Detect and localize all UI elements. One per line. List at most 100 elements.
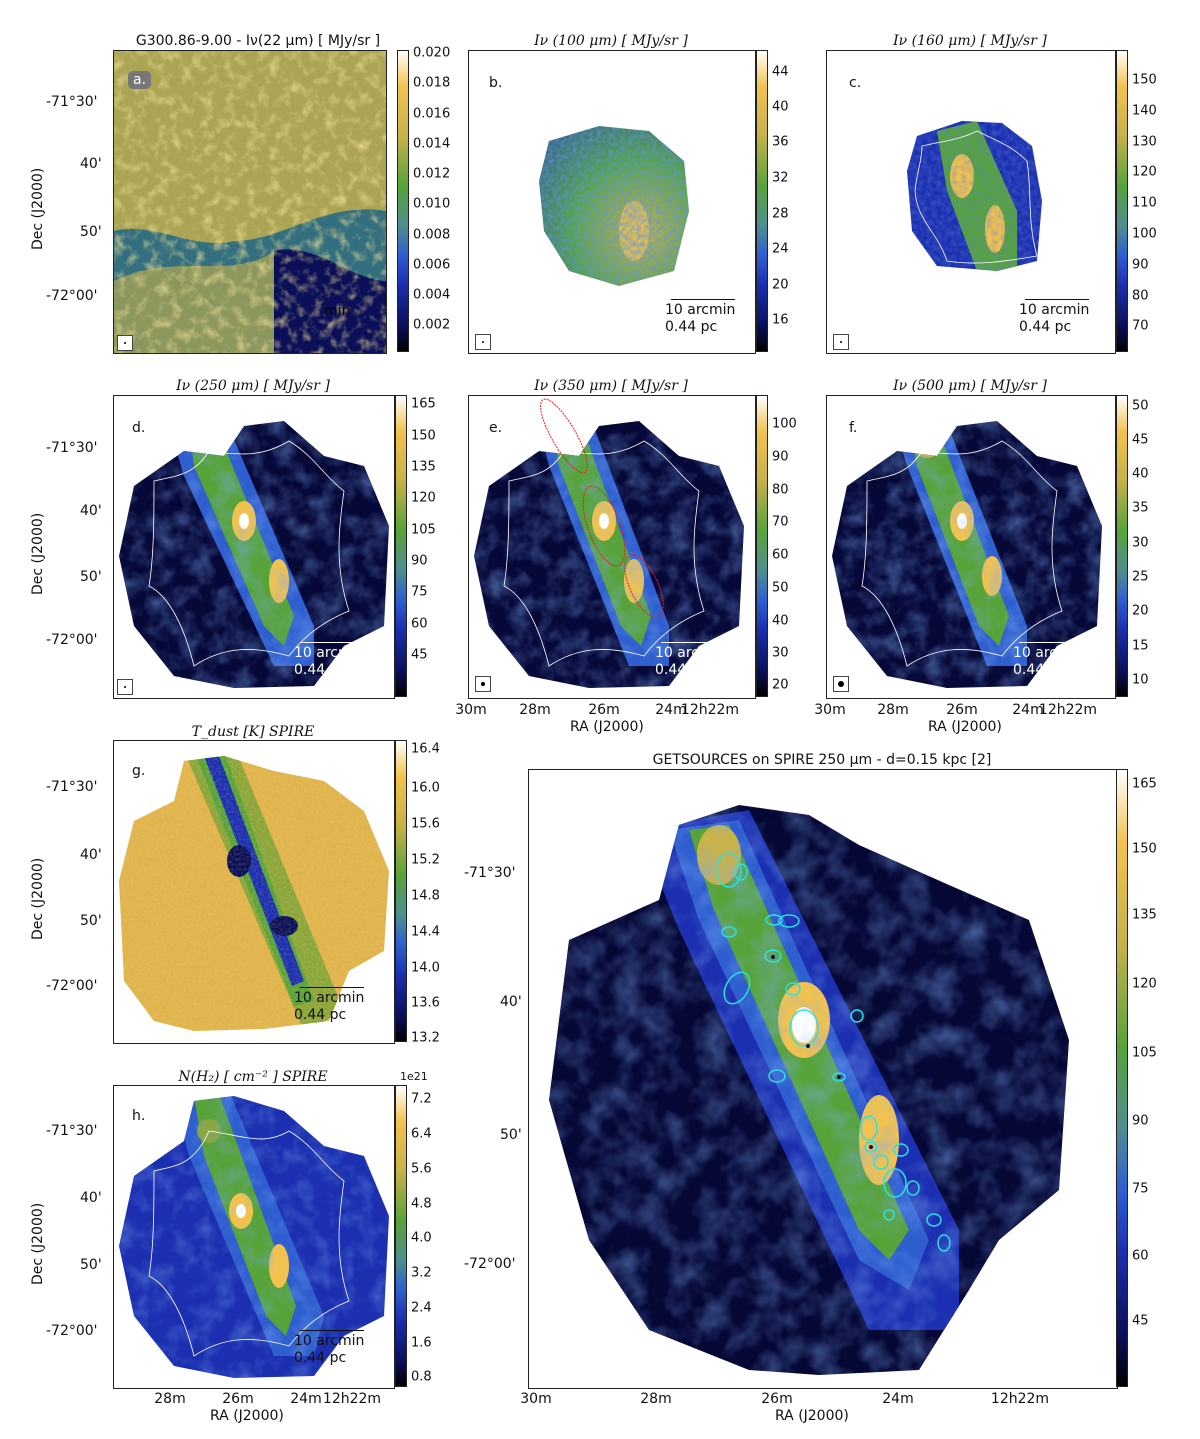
cbar-tick: 75 <box>1132 1181 1149 1197</box>
ra-tick: 28m <box>877 702 909 718</box>
dec-tick: 50' <box>80 913 102 929</box>
cbar-tick: 120 <box>411 490 436 506</box>
panel-i-ra-label: RA (J2000) <box>775 1408 849 1424</box>
panel-f-image: f. 10 arcmin 0.44 pc <box>826 395 1116 699</box>
ra-tick: 24m <box>882 1391 914 1407</box>
cbar-tick: 50 <box>1132 398 1149 414</box>
ra-tick: 30m <box>455 702 487 718</box>
panel-f-emission <box>832 421 1102 688</box>
cbar-tick: 35 <box>1132 500 1149 516</box>
panel-b-beam <box>475 334 491 350</box>
cbar-tick: 10 <box>1132 672 1149 688</box>
cbar-tick: 0.004 <box>413 287 451 303</box>
dec-tick: -71°30' <box>46 779 98 795</box>
panel-f-scalebar: 10 arcmin 0.44 pc <box>1013 642 1083 679</box>
cbar-tick: 100 <box>772 416 797 432</box>
cbar-tick: 165 <box>411 396 436 412</box>
cbar-tick: 90 <box>411 553 428 569</box>
cbar-tick: 15 <box>1132 638 1149 654</box>
panel-g-image: g. 10 arcmin 0.44 pc <box>113 740 395 1044</box>
cbar-tick: 135 <box>411 459 436 475</box>
ra-tick: 30m <box>520 1391 552 1407</box>
panel-e-beam <box>475 676 491 692</box>
panel-b-emission <box>539 126 689 286</box>
cbar-tick: 28 <box>772 206 789 222</box>
dec-tick: -71°30' <box>46 94 98 110</box>
cbar-tick: 44 <box>772 64 789 80</box>
panel-a-letter: a. <box>128 71 152 89</box>
panel-e-scalebar: 10 arcmin 0.44 pc <box>655 642 725 679</box>
panel-b-colorbar <box>756 50 768 352</box>
panel-d-letter: d. <box>132 420 146 436</box>
dec-tick: -72°00' <box>46 1323 98 1339</box>
panel-i-scale-pc: 0.44 pc <box>993 1330 1046 1346</box>
panel-f-colorbar <box>1116 395 1128 697</box>
panel-e-emission <box>474 398 744 688</box>
dec-tick: 40' <box>80 156 102 172</box>
panel-d-beam <box>117 679 133 695</box>
dec-tick: 40' <box>80 1190 102 1206</box>
dec-tick: -72°00' <box>464 1256 516 1272</box>
cbar-tick: 14.0 <box>411 960 440 976</box>
cbar-tick: 165 <box>1132 776 1157 792</box>
cbar-tick: 30 <box>1132 535 1149 551</box>
row1-dec-label: Dec (J2000) <box>30 167 46 250</box>
cbar-tick: 90 <box>1132 257 1149 273</box>
panel-e-scale-pc: 0.44 pc <box>655 662 708 678</box>
cbar-tick: 36 <box>772 134 789 150</box>
panel-a-title: G300.86-9.00 - Iν(22 μm) [ MJy/sr ] <box>135 33 381 49</box>
ra-tick: 12h22m <box>990 1391 1050 1407</box>
cbar-tick: 0.006 <box>413 257 451 273</box>
cbar-tick: 14.4 <box>411 924 440 940</box>
panel-c-scale-arcmin: 10 arcmin <box>1019 302 1090 318</box>
panel-f-letter: f. <box>849 420 858 436</box>
dec-tick: -71°30' <box>46 1123 98 1139</box>
cbar-tick: 80 <box>772 482 789 498</box>
panel-b-image: b. 10 arcmin 0.44 pc <box>468 50 756 354</box>
panel-i-scalebar: 10 arcmin 0.44 pc <box>963 1310 1099 1347</box>
cbar-tick: 105 <box>411 522 436 538</box>
dec-tick: 40' <box>80 847 102 863</box>
row4-dec-label: Dec (J2000) <box>30 1202 46 1285</box>
panel-h-scale-pc: 0.44 pc <box>294 1350 347 1366</box>
dec-tick: -72°00' <box>46 978 98 994</box>
cbar-tick: 25 <box>1132 569 1149 585</box>
cbar-tick: 130 <box>1132 134 1157 150</box>
ra-tick: 28m <box>640 1391 672 1407</box>
cbar-tick: 100 <box>1132 226 1157 242</box>
row2-dec-label: Dec (J2000) <box>30 512 46 595</box>
panel-c-emission <box>907 121 1042 271</box>
ra-tick: 26m <box>946 702 978 718</box>
cbar-tick: 45 <box>1132 1313 1149 1329</box>
dec-tick: 40' <box>500 994 522 1010</box>
panel-d-scale-pc: 0.44 pc <box>294 662 347 678</box>
cbar-tick: 20 <box>772 677 789 693</box>
cbar-tick: 0.014 <box>413 136 451 152</box>
panel-b-letter: b. <box>489 75 503 91</box>
panel-c-letter: c. <box>849 75 862 91</box>
cbar-tick: 0.8 <box>411 1369 432 1385</box>
cbar-tick: 120 <box>1132 976 1157 992</box>
panel-i-image: i. 10 arcmin 0.44 pc <box>528 769 1118 1389</box>
cbar-tick: 40 <box>772 613 789 629</box>
cbar-tick: 90 <box>1132 1113 1149 1129</box>
panel-d-title: Iν (250 μm) [ MJy/sr ] <box>176 378 330 394</box>
cbar-tick: 13.2 <box>411 1030 440 1046</box>
cbar-tick: 7.2 <box>411 1091 432 1107</box>
cbar-tick: 5.6 <box>411 1161 432 1177</box>
dec-tick: -72°00' <box>46 632 98 648</box>
panel-i-scale-arcmin: 10 arcmin <box>993 1313 1064 1329</box>
cbar-tick: 14.8 <box>411 888 440 904</box>
cbar-tick: 15.6 <box>411 816 440 832</box>
panel-e-scale-arcmin: 10 arcmin <box>655 645 726 661</box>
cbar-tick: 0.020 <box>413 45 451 61</box>
cbar-tick: 16.0 <box>411 780 440 796</box>
cbar-tick: 30 <box>772 645 789 661</box>
cbar-tick: 0.018 <box>413 75 451 91</box>
cbar-tick: 60 <box>772 547 789 563</box>
panel-f-scale-arcmin: 10 arcmin <box>1013 645 1084 661</box>
panel-a-scalebar: min <box>324 303 350 320</box>
panel-i-source-ellipses <box>716 852 951 1252</box>
cbar-tick: 32 <box>772 170 789 186</box>
panel-e-title: Iν (350 μm) [ MJy/sr ] <box>534 378 688 394</box>
